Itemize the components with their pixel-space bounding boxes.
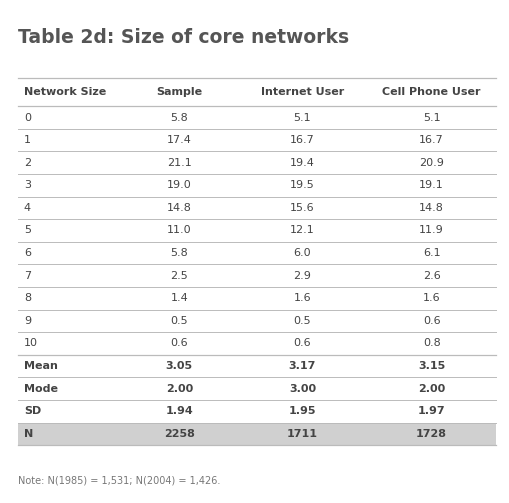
Text: 19.5: 19.5 <box>290 180 315 190</box>
Text: 2.00: 2.00 <box>165 384 193 394</box>
Text: 2.5: 2.5 <box>171 271 188 281</box>
Text: 20.9: 20.9 <box>419 158 444 167</box>
Text: 4: 4 <box>24 203 31 213</box>
Text: 1.6: 1.6 <box>294 293 312 303</box>
Text: 0.6: 0.6 <box>423 316 440 326</box>
Text: 3.05: 3.05 <box>166 361 193 371</box>
Text: 11.9: 11.9 <box>419 225 444 235</box>
Text: 3.00: 3.00 <box>289 384 316 394</box>
Text: 3.15: 3.15 <box>418 361 445 371</box>
Text: 2: 2 <box>24 158 31 167</box>
Text: 5.8: 5.8 <box>171 248 188 258</box>
Text: Table 2d: Size of core networks: Table 2d: Size of core networks <box>18 28 349 47</box>
Text: 1: 1 <box>24 135 31 145</box>
Text: Note: N(1985) = 1,531; N(2004) = 1,426.: Note: N(1985) = 1,531; N(2004) = 1,426. <box>18 475 220 485</box>
Text: 1728: 1728 <box>416 429 447 439</box>
Text: 21.1: 21.1 <box>167 158 192 167</box>
Text: SD: SD <box>24 406 41 416</box>
Text: 14.8: 14.8 <box>419 203 444 213</box>
Text: 7: 7 <box>24 271 31 281</box>
Text: 3.17: 3.17 <box>289 361 316 371</box>
Text: 6.1: 6.1 <box>423 248 440 258</box>
Text: Mean: Mean <box>24 361 58 371</box>
Text: 0.5: 0.5 <box>171 316 188 326</box>
Text: 5.8: 5.8 <box>171 113 188 123</box>
Text: 2258: 2258 <box>164 429 195 439</box>
Text: 2.6: 2.6 <box>423 271 441 281</box>
Text: 19.4: 19.4 <box>290 158 315 167</box>
Text: 9: 9 <box>24 316 31 326</box>
Text: 1.6: 1.6 <box>423 293 440 303</box>
Text: 16.7: 16.7 <box>290 135 315 145</box>
Text: Cell Phone User: Cell Phone User <box>382 87 481 97</box>
Text: Mode: Mode <box>24 384 58 394</box>
Text: Network Size: Network Size <box>24 87 106 97</box>
Text: 1.95: 1.95 <box>289 406 316 416</box>
Text: 15.6: 15.6 <box>290 203 315 213</box>
Text: 1.4: 1.4 <box>171 293 188 303</box>
Text: 2.00: 2.00 <box>418 384 445 394</box>
Text: 3: 3 <box>24 180 31 190</box>
Text: 6: 6 <box>24 248 31 258</box>
Text: 0: 0 <box>24 113 31 123</box>
Text: 0.6: 0.6 <box>171 339 188 349</box>
Text: Sample: Sample <box>156 87 203 97</box>
Bar <box>18 423 496 445</box>
Text: 1711: 1711 <box>287 429 318 439</box>
Text: 6.0: 6.0 <box>294 248 312 258</box>
Text: 17.4: 17.4 <box>167 135 192 145</box>
Text: 16.7: 16.7 <box>419 135 444 145</box>
Text: 10: 10 <box>24 339 38 349</box>
Text: 8: 8 <box>24 293 31 303</box>
Text: 19.1: 19.1 <box>419 180 444 190</box>
Text: 12.1: 12.1 <box>290 225 315 235</box>
Text: 5.1: 5.1 <box>294 113 312 123</box>
Text: 5: 5 <box>24 225 31 235</box>
Text: 2.9: 2.9 <box>294 271 312 281</box>
Text: 14.8: 14.8 <box>167 203 192 213</box>
Text: 0.8: 0.8 <box>423 339 441 349</box>
Text: 5.1: 5.1 <box>423 113 440 123</box>
Text: 1.97: 1.97 <box>418 406 445 416</box>
Text: 11.0: 11.0 <box>167 225 191 235</box>
Text: 19.0: 19.0 <box>167 180 192 190</box>
Text: Internet User: Internet User <box>261 87 344 97</box>
Text: 0.5: 0.5 <box>294 316 312 326</box>
Text: N: N <box>24 429 33 439</box>
Text: 1.94: 1.94 <box>165 406 193 416</box>
Text: 0.6: 0.6 <box>294 339 312 349</box>
